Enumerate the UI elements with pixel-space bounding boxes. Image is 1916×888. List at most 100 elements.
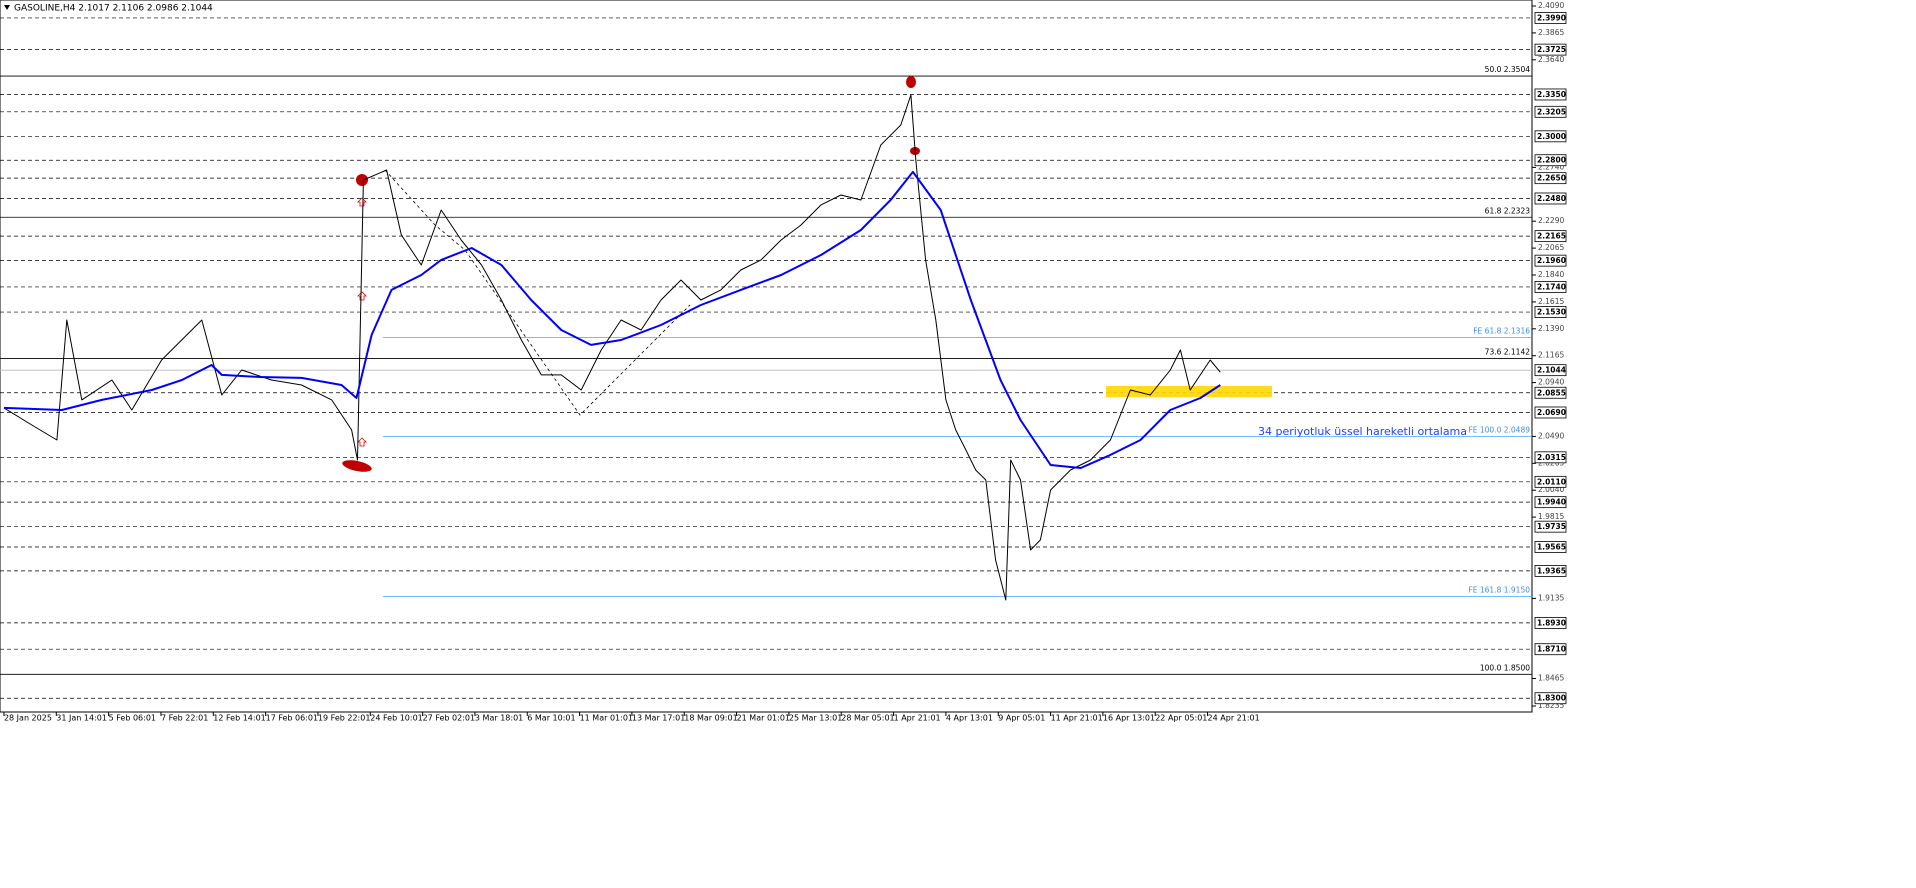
fib-label: 50.0 2.3504 bbox=[1485, 65, 1531, 74]
x-tick-label: 22 Apr 05:01 bbox=[1155, 714, 1207, 723]
x-tick-label: 5 Feb 06:01 bbox=[109, 714, 156, 723]
level-label-box bbox=[1534, 406, 1567, 419]
x-tick-label: 6 Mar 10:01 bbox=[527, 714, 575, 723]
x-tick-label: 21 Mar 01:01 bbox=[737, 714, 790, 723]
level-label-box bbox=[1534, 88, 1567, 101]
level-label: 1.8930 bbox=[1537, 618, 1566, 627]
y-tick-label: 2.2065 bbox=[1538, 243, 1564, 252]
level-label-box bbox=[1534, 306, 1567, 318]
level-label: 2.0110 bbox=[1537, 477, 1566, 486]
level-label-box bbox=[1534, 130, 1567, 143]
level-label: 2.3725 bbox=[1537, 45, 1566, 54]
level-label: 2.1960 bbox=[1537, 256, 1566, 265]
annotation: 34 periyotluk üssel hareketli ortalama bbox=[1258, 425, 1467, 438]
levels-layer: 50.0 2.3504 61.8 2.2323 73.6 2.1142 100.0 1… bbox=[0, 17, 1532, 699]
y-tick-label: 2.3640 bbox=[1538, 55, 1564, 64]
level-label: 1.9365 bbox=[1537, 566, 1566, 575]
plot-frame bbox=[0, 0, 1533, 713]
price-line bbox=[3, 94, 1221, 601]
x-tick-label: 11 Mar 01:01 bbox=[580, 714, 633, 723]
y-tick-label: 2.0040 bbox=[1538, 485, 1564, 494]
level-label-box bbox=[1534, 617, 1567, 629]
x-tick-label: 7 Feb 22:01 bbox=[161, 714, 208, 723]
y-tick-label: 2.0490 bbox=[1538, 431, 1564, 440]
y-tick-label: 2.1615 bbox=[1538, 297, 1564, 306]
y-tick-label: 1.8465 bbox=[1538, 674, 1564, 683]
x-tick-label: 31 Jan 14:01 bbox=[56, 714, 107, 723]
x-tick-label: 24 Apr 21:01 bbox=[1208, 714, 1260, 723]
level-label: 1.9565 bbox=[1537, 542, 1566, 551]
level-label-box bbox=[1534, 172, 1567, 185]
level-label: 2.2800 bbox=[1537, 156, 1566, 165]
level-label-box bbox=[1534, 643, 1567, 656]
level-label: 1.9735 bbox=[1537, 522, 1566, 531]
x-tick-label: 17 Feb 06:01 bbox=[266, 714, 318, 723]
level-label-box bbox=[1534, 496, 1567, 509]
fib-label: 100.0 1.8500 bbox=[1480, 663, 1530, 672]
x-tick-label: 1 Apr 21:01 bbox=[894, 714, 941, 723]
level-label: 2.2165 bbox=[1537, 232, 1566, 241]
x-tick-label: 11 Apr 21:01 bbox=[1051, 714, 1103, 723]
fe-label: FE 100.0 2.0489 bbox=[1468, 426, 1530, 435]
level-label-box bbox=[1534, 230, 1567, 243]
x-tick-label: 16 Apr 13:01 bbox=[1103, 714, 1155, 723]
y-tick-label: 2.1165 bbox=[1538, 351, 1564, 360]
series-layer bbox=[3, 94, 1221, 601]
swing-dot bbox=[342, 460, 372, 472]
level-label-box bbox=[1534, 475, 1567, 488]
level-label: 2.2650 bbox=[1537, 174, 1566, 183]
fe-label: FE 161.8 1.9150 bbox=[1468, 586, 1530, 595]
level-label: 2.2480 bbox=[1537, 194, 1566, 203]
level-label: 2.1530 bbox=[1537, 308, 1566, 317]
level-label-box bbox=[1534, 12, 1567, 24]
fe-label: FE 61.8 2.1316 bbox=[1473, 327, 1530, 336]
swing-dot bbox=[906, 76, 916, 88]
x-tick-label: 28 Mar 05:01 bbox=[841, 714, 894, 723]
level-label: 1.8710 bbox=[1537, 645, 1566, 654]
level-label: 1.9940 bbox=[1537, 498, 1566, 507]
fib-label: 73.6 2.1142 bbox=[1485, 347, 1531, 356]
x-tick-label: 12 Feb 14:01 bbox=[213, 714, 265, 723]
level-label: 2.0855 bbox=[1537, 388, 1566, 397]
y-tick-label: 1.9815 bbox=[1538, 512, 1564, 521]
level-label: 2.3990 bbox=[1537, 13, 1566, 22]
y-tick-label: 2.4090 bbox=[1538, 1, 1564, 10]
chart-title: GASOLINE,H4 2.1017 2.1106 2.0986 2.1044 bbox=[14, 4, 213, 14]
y-tick-label: 2.2290 bbox=[1538, 216, 1564, 225]
x-tick-label: 13 Mar 17:01 bbox=[632, 714, 685, 723]
x-tick-label: 28 Jan 2025 bbox=[4, 714, 52, 723]
level-label: 2.3350 bbox=[1537, 90, 1566, 99]
zone-highlight bbox=[1106, 386, 1272, 397]
y-tick-label: 1.9135 bbox=[1538, 593, 1564, 602]
y-tick-label: 2.1390 bbox=[1538, 324, 1564, 333]
y-tick-label: 2.1840 bbox=[1538, 270, 1564, 279]
level-label-box bbox=[1534, 192, 1567, 205]
y-tick-label: 2.3865 bbox=[1538, 28, 1564, 37]
y-tick-label: 2.0940 bbox=[1538, 378, 1564, 387]
level-label-box bbox=[1534, 692, 1567, 705]
symbol-marker bbox=[4, 5, 10, 10]
level-label-box bbox=[1534, 254, 1567, 267]
level-label: 2.3205 bbox=[1537, 107, 1566, 116]
axis-layer: 2.4090 2.3865 2.3640 2.2740 2.2290 2.2065 2.18… bbox=[3, 1, 1567, 723]
level-label: 1.8300 bbox=[1537, 694, 1566, 703]
x-tick-label: 4 Apr 13:01 bbox=[946, 714, 993, 723]
x-tick-label: 9 Apr 05:01 bbox=[998, 714, 1045, 723]
swing-dot bbox=[356, 174, 368, 186]
level-label: 2.0690 bbox=[1537, 408, 1566, 417]
x-tick-label: 27 Feb 02:01 bbox=[423, 714, 475, 723]
x-tick-label: 18 Mar 09:01 bbox=[684, 714, 737, 723]
fib-label: 61.8 2.2323 bbox=[1485, 206, 1531, 215]
level-label-box bbox=[1534, 154, 1567, 167]
level-label-box bbox=[1534, 386, 1567, 399]
level-label-box bbox=[1534, 105, 1567, 118]
up-arrow bbox=[357, 197, 367, 207]
x-tick-label: 25 Mar 13:01 bbox=[789, 714, 842, 723]
level-label: 2.1740 bbox=[1537, 282, 1566, 291]
x-tick-label: 19 Feb 22:01 bbox=[318, 714, 370, 723]
level-label: 2.3000 bbox=[1537, 132, 1566, 141]
x-tick-label: 24 Feb 10:01 bbox=[370, 714, 422, 723]
level-label-box bbox=[1534, 451, 1567, 464]
level-label-box bbox=[1534, 364, 1567, 377]
